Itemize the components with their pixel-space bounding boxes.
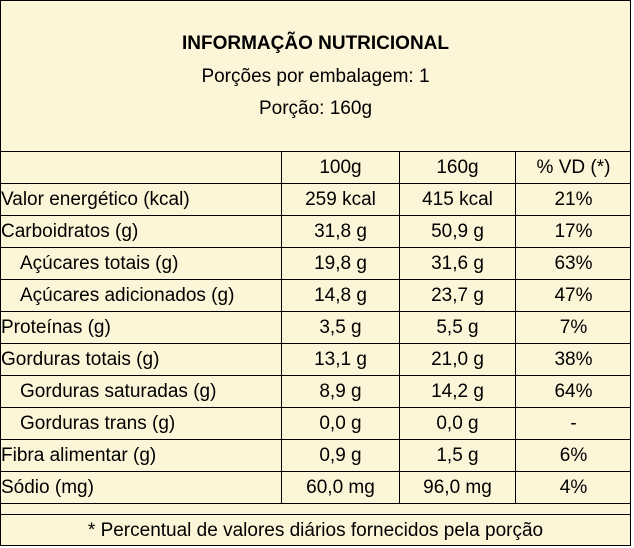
- nutrition-table: 100g 160g % VD (*) Valor energético (kca…: [1, 151, 630, 504]
- value-100g: 13,1 g: [281, 343, 400, 376]
- daily-value: 7%: [515, 311, 630, 344]
- column-header-100g: 100g: [281, 151, 400, 184]
- nutrient-name: Valor energético (kcal): [1, 183, 282, 216]
- daily-value: 4%: [515, 471, 630, 504]
- value-160g: 14,2 g: [399, 375, 516, 408]
- nutrient-name: Proteínas (g): [1, 311, 282, 344]
- nutrition-title: INFORMAÇÃO NUTRICIONAL: [181, 33, 450, 54]
- nutrient-name: Sódio (mg): [1, 471, 282, 504]
- value-160g: 5,5 g: [399, 311, 516, 344]
- daily-value: 38%: [515, 343, 630, 376]
- nutrient-name: Açúcares adicionados (g): [1, 279, 282, 312]
- value-100g: 0,9 g: [281, 439, 400, 472]
- nutrition-header: INFORMAÇÃO NUTRICIONAL Porções por embal…: [1, 1, 630, 152]
- value-160g: 0,0 g: [399, 407, 516, 440]
- column-header-nutrient: [1, 151, 282, 184]
- table-row: Valor energético (kcal) 259 kcal 415 kca…: [1, 183, 630, 216]
- daily-value: 6%: [515, 439, 630, 472]
- daily-value-footnote: * Percentual de valores diários fornecid…: [1, 514, 630, 545]
- value-100g: 3,5 g: [281, 311, 400, 344]
- column-header-daily-value: % VD (*): [515, 151, 630, 184]
- table-row: Gorduras saturadas (g) 8,9 g 14,2 g 64%: [1, 375, 630, 408]
- value-100g: 60,0 mg: [281, 471, 400, 504]
- value-100g: 14,8 g: [281, 279, 400, 312]
- value-100g: 259 kcal: [281, 183, 400, 216]
- value-160g: 21,0 g: [399, 343, 516, 376]
- daily-value: 17%: [515, 215, 630, 248]
- value-160g: 1,5 g: [399, 439, 516, 472]
- daily-value: 21%: [515, 183, 630, 216]
- table-row: Proteínas (g) 3,5 g 5,5 g 7%: [1, 311, 630, 344]
- serving-size: Porção: 160g: [258, 98, 373, 119]
- table-row: Sódio (mg) 60,0 mg 96,0 mg 4%: [1, 471, 630, 504]
- value-160g: 50,9 g: [399, 215, 516, 248]
- daily-value: 63%: [515, 247, 630, 280]
- value-160g: 96,0 mg: [399, 471, 516, 504]
- table-row: Gorduras trans (g) 0,0 g 0,0 g -: [1, 407, 630, 440]
- daily-value: 64%: [515, 375, 630, 408]
- value-160g: 415 kcal: [399, 183, 516, 216]
- nutrient-name: Gorduras saturadas (g): [1, 375, 282, 408]
- nutrient-name: Gorduras totais (g): [1, 343, 282, 376]
- nutrient-name: Fibra alimentar (g): [1, 439, 282, 472]
- table-row: Carboidratos (g) 31,8 g 50,9 g 17%: [1, 215, 630, 248]
- nutrient-name: Carboidratos (g): [1, 215, 282, 248]
- table-row: Fibra alimentar (g) 0,9 g 1,5 g 6%: [1, 439, 630, 472]
- table-row: Açúcares totais (g) 19,8 g 31,6 g 63%: [1, 247, 630, 280]
- nutrient-name: Gorduras trans (g): [1, 407, 282, 440]
- daily-value: 47%: [515, 279, 630, 312]
- table-header-row: 100g 160g % VD (*): [1, 151, 630, 184]
- nutrient-name: Açúcares totais (g): [1, 247, 282, 280]
- value-100g: 19,8 g: [281, 247, 400, 280]
- value-100g: 0,0 g: [281, 407, 400, 440]
- value-100g: 31,8 g: [281, 215, 400, 248]
- table-row: Gorduras totais (g) 13,1 g 21,0 g 38%: [1, 343, 630, 376]
- servings-per-package: Porções por embalagem: 1: [201, 66, 430, 87]
- column-header-160g: 160g: [399, 151, 516, 184]
- value-160g: 23,7 g: [399, 279, 516, 312]
- daily-value: -: [515, 407, 630, 440]
- value-100g: 8,9 g: [281, 375, 400, 408]
- value-160g: 31,6 g: [399, 247, 516, 280]
- table-row: Açúcares adicionados (g) 14,8 g 23,7 g 4…: [1, 279, 630, 312]
